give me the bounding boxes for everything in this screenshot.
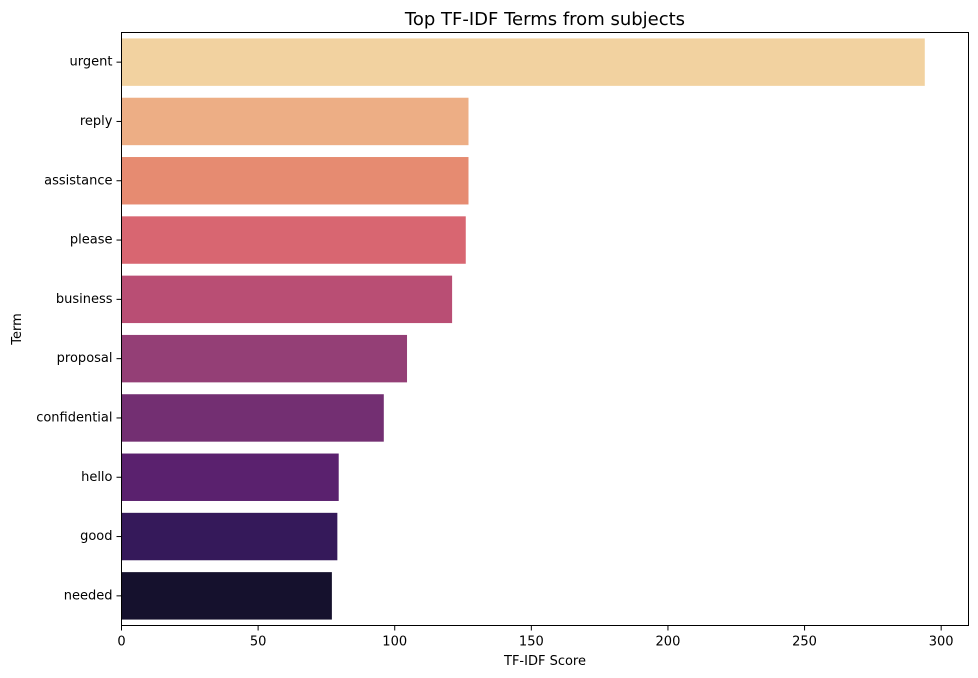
x-tick-label: 0	[117, 635, 125, 650]
bar-proposal	[121, 334, 408, 383]
x-tick-label: 250	[792, 635, 817, 650]
bar-confidential	[121, 394, 384, 442]
y-axis-label: Term	[10, 313, 25, 346]
bar-urgent	[121, 38, 925, 86]
y-tick-label: please	[70, 233, 113, 248]
x-tick-label: 50	[250, 635, 267, 650]
bar-please	[121, 216, 466, 264]
y-tick-label: proposal	[57, 351, 113, 366]
bar-needed	[121, 572, 332, 620]
bar-business	[121, 275, 453, 324]
x-tick-label: 300	[929, 635, 954, 650]
y-tick-label: confidential	[36, 410, 112, 425]
y-tick-label: urgent	[70, 55, 113, 70]
y-tick-label: good	[80, 529, 112, 544]
bar-assistance	[121, 157, 469, 205]
x-tick-label: 150	[519, 635, 544, 650]
y-tick-label: assistance	[44, 173, 112, 188]
bars-group	[121, 38, 925, 620]
y-axis-ticks: urgent reply assistance please business propo…	[36, 55, 122, 603]
y-tick-label: needed	[64, 588, 113, 603]
bar-good	[121, 512, 338, 561]
bar-reply	[121, 97, 469, 146]
y-tick-label: business	[56, 292, 113, 307]
x-axis-label: TF-IDF Score	[503, 654, 586, 669]
bar-hello	[121, 453, 339, 501]
chart-title: Top TF-IDF Terms from subjects	[404, 9, 685, 30]
y-tick-label: reply	[80, 114, 113, 129]
plot-frame	[121, 32, 969, 626]
x-axis-ticks: 0 50 100 150 200 250 300	[117, 625, 954, 650]
x-tick-label: 200	[656, 635, 681, 650]
y-tick-label: hello	[81, 470, 112, 485]
x-tick-label: 100	[382, 635, 407, 650]
